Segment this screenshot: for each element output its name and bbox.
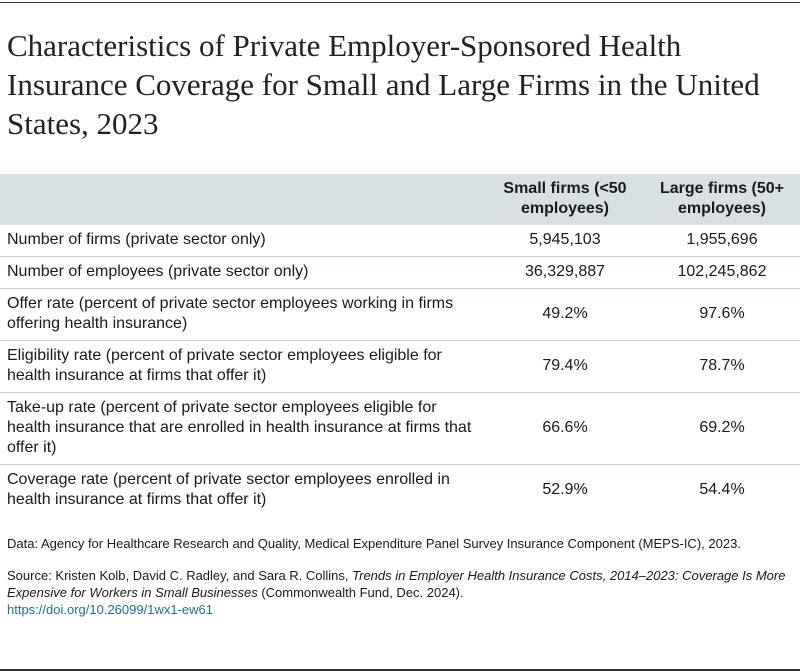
table-row: Take-up rate (percent of private sector … bbox=[0, 392, 800, 465]
cell-large: 1,955,696 bbox=[644, 225, 800, 257]
source-note: Source: Kristen Kolb, David C. Radley, a… bbox=[7, 567, 797, 618]
table-row: Number of firms (private sector only) 5,9… bbox=[0, 225, 800, 257]
row-label: Number of employees (private sector only… bbox=[0, 256, 486, 289]
row-label: Number of firms (private sector only) bbox=[0, 225, 486, 257]
source-prefix: Source: Kristen Kolb, David C. Radley, a… bbox=[7, 568, 353, 583]
table-row: Eligibility rate (percent of private sec… bbox=[0, 340, 800, 393]
table-row: Coverage rate (percent of private sector… bbox=[0, 465, 800, 517]
source-suffix: (Commonwealth Fund, Dec. 2024). bbox=[257, 585, 464, 600]
cell-small: 79.4% bbox=[486, 340, 644, 393]
row-label: Offer rate (percent of private sector em… bbox=[0, 288, 486, 341]
header-small-firms: Small firms (<50 employees) bbox=[503, 180, 627, 217]
cell-large: 78.7% bbox=[644, 340, 800, 393]
footnotes: Data: Agency for Healthcare Research and… bbox=[7, 535, 797, 633]
cell-small: 66.6% bbox=[486, 392, 644, 465]
bottom-rule bbox=[0, 669, 800, 671]
row-label: Take-up rate (percent of private sector … bbox=[0, 392, 486, 465]
cell-small: 52.9% bbox=[542, 481, 588, 498]
header-large-firms: Large firms (50+ employees) bbox=[659, 180, 785, 217]
row-label: Coverage rate (percent of private sector… bbox=[7, 471, 450, 508]
data-note: Data: Agency for Healthcare Research and… bbox=[7, 536, 741, 551]
table-header-row: Small firms (<50 employees) Large firms … bbox=[0, 174, 800, 225]
data-table: Small firms (<50 employees) Large firms … bbox=[0, 174, 800, 516]
cell-small: 36,329,887 bbox=[486, 256, 644, 289]
cell-large: 69.2% bbox=[644, 392, 800, 465]
top-rule bbox=[0, 2, 800, 3]
table-row: Number of employees (private sector only… bbox=[0, 256, 800, 289]
source-title: Trends in Employer Health Insurance Cost… bbox=[7, 568, 786, 600]
cell-large: 97.6% bbox=[644, 288, 800, 341]
cell-small: 5,945,103 bbox=[486, 225, 644, 257]
cell-small: 49.2% bbox=[486, 288, 644, 341]
cell-large: 54.4% bbox=[699, 481, 745, 498]
doi-link[interactable]: https://doi.org/10.26099/1wx1-ew61 bbox=[7, 602, 213, 617]
page-title: Characteristics of Private Employer-Spon… bbox=[7, 28, 760, 141]
header-blank bbox=[0, 174, 486, 225]
row-label: Eligibility rate (percent of private sec… bbox=[0, 340, 486, 393]
table-row: Offer rate (percent of private sector em… bbox=[0, 288, 800, 341]
cell-large: 102,245,862 bbox=[644, 256, 800, 289]
